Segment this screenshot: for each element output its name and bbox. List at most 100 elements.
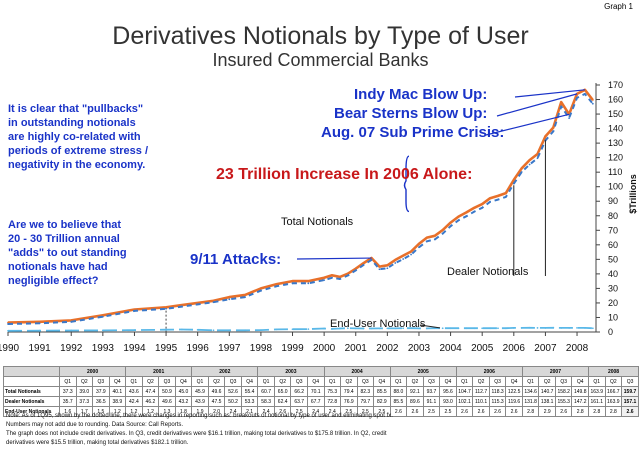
data-point [101,329,104,332]
data-point [386,327,389,330]
nine-eleven-annotation: 9/11 Attacks: [190,251,282,268]
y-tick-label: 90 [608,196,618,206]
table-year-cell: 2000 [58,366,127,377]
data-point [544,327,547,329]
table-cell: 55.4 [240,386,259,397]
table-quarter-cell: Q1 [588,376,606,387]
table-cell: 45.0 [174,386,193,397]
x-tick-label: 1998 [250,343,273,354]
data-point [307,282,310,285]
table-quarter-cell: Q1 [389,376,408,387]
table-cell: 38.9 [108,396,127,407]
table-quarter-cell: Q3 [621,376,639,387]
data-point [433,327,436,330]
data-point [378,268,381,271]
y-tick-label: 110 [608,167,622,177]
table-quarter-cell: Q2 [141,376,160,387]
table-year-cell: 2004 [323,366,391,377]
y-tick-label: 10 [608,312,618,322]
data-point [307,328,310,330]
table-cell: 95.6 [439,386,457,397]
data-point [362,263,365,266]
x-tick-label: 2002 [376,343,399,354]
table-cell: 157.1 [621,396,639,407]
data-point [441,232,444,235]
note-line: derivatives were $15.5 trillion, making … [6,440,189,446]
table-quarter-cell: Q3 [554,376,573,387]
table-cell: 50.2 [224,396,242,407]
data-point [425,327,428,330]
table-cell: 119.6 [505,396,523,407]
data-point [323,327,326,330]
table-row: End-User Notionals 1.6 1.7 1.5 1.2 1.2 1.2 1.3 1… [3,406,639,417]
data-point [418,327,420,330]
data-point [410,253,412,256]
data-point [505,192,507,194]
table-quarter-cell [3,376,60,387]
data-point [489,327,491,330]
data-point [560,327,563,329]
data-point [38,322,41,325]
data-point [196,303,199,306]
y-axis-title: $Trillions [628,174,638,214]
chart-area: 0 10 20 30 40 50 60 70 80 90 100 110 120 130 140 150 160… [0,75,641,361]
page-subtitle: Insured Commercial Banks [212,50,429,70]
table-cell: 63.7 [290,396,308,407]
data-point [520,171,523,173]
pullbacks-note: It is clear that "pullbacks" in outstand… [8,103,149,171]
data-point [473,210,476,213]
data-point [560,101,563,104]
table-cell: 72.8 [323,396,342,407]
table-cell: 50.9 [158,386,176,397]
bear-sterns-annotation: Bear Sterns Blow Up: [334,105,488,122]
data-point [552,130,555,133]
table-cell: 147.2 [571,396,589,407]
increase-2006-annotation: 23 Trillion Increase In 2006 Alone: [216,166,473,183]
data-point [394,262,397,264]
table-quarter-cell: Q1 [191,376,209,387]
data-point [331,276,333,279]
y-tick-label: 130 [608,138,623,148]
nine-eleven-arrow [296,257,372,260]
note-line: The graph does not include credit deriva… [6,431,387,437]
data-point [489,200,491,203]
data-point [165,328,167,331]
data-point [425,240,428,243]
data-point [402,254,405,257]
table-cell: 93.7 [422,386,441,397]
table-cell: 158.2 [554,386,573,397]
data-point [7,329,9,332]
table-quarter-cell: Q2 [273,376,292,387]
notes: Note: As of 1Q95, shown by the dotted li… [6,412,636,448]
data-point [323,276,326,279]
data-point [180,305,183,308]
data-point [394,259,397,261]
data-point [354,327,357,330]
data-point [7,323,9,325]
enduser-pointer [419,324,441,329]
table-cell: 2.6 [621,406,639,417]
table-quarter-cell: Q2 [604,376,623,387]
data-point [584,327,586,329]
table-quarter-cell: Q4 [571,376,589,387]
table-cell: 91.1 [422,396,441,407]
increase-2006-bracket [403,155,410,213]
data-point [591,102,594,105]
table-cell: 42.4 [125,396,143,407]
data-point [520,167,523,170]
data-point [497,327,499,330]
data-point [512,327,515,329]
data-point [425,236,428,239]
table-cell: 60.7 [257,386,275,397]
table-cell: 134.6 [521,386,540,397]
y-tick-label: 120 [608,153,623,163]
data-point [228,298,231,301]
data-point [433,238,436,241]
x-tick-label: 2008 [566,343,589,354]
table-cell: 104.7 [455,386,474,397]
data-point [70,329,73,332]
data-point [370,259,373,261]
data-point [568,327,571,329]
table-quarter-cell: Q4 [174,376,193,387]
data-point [362,327,365,330]
